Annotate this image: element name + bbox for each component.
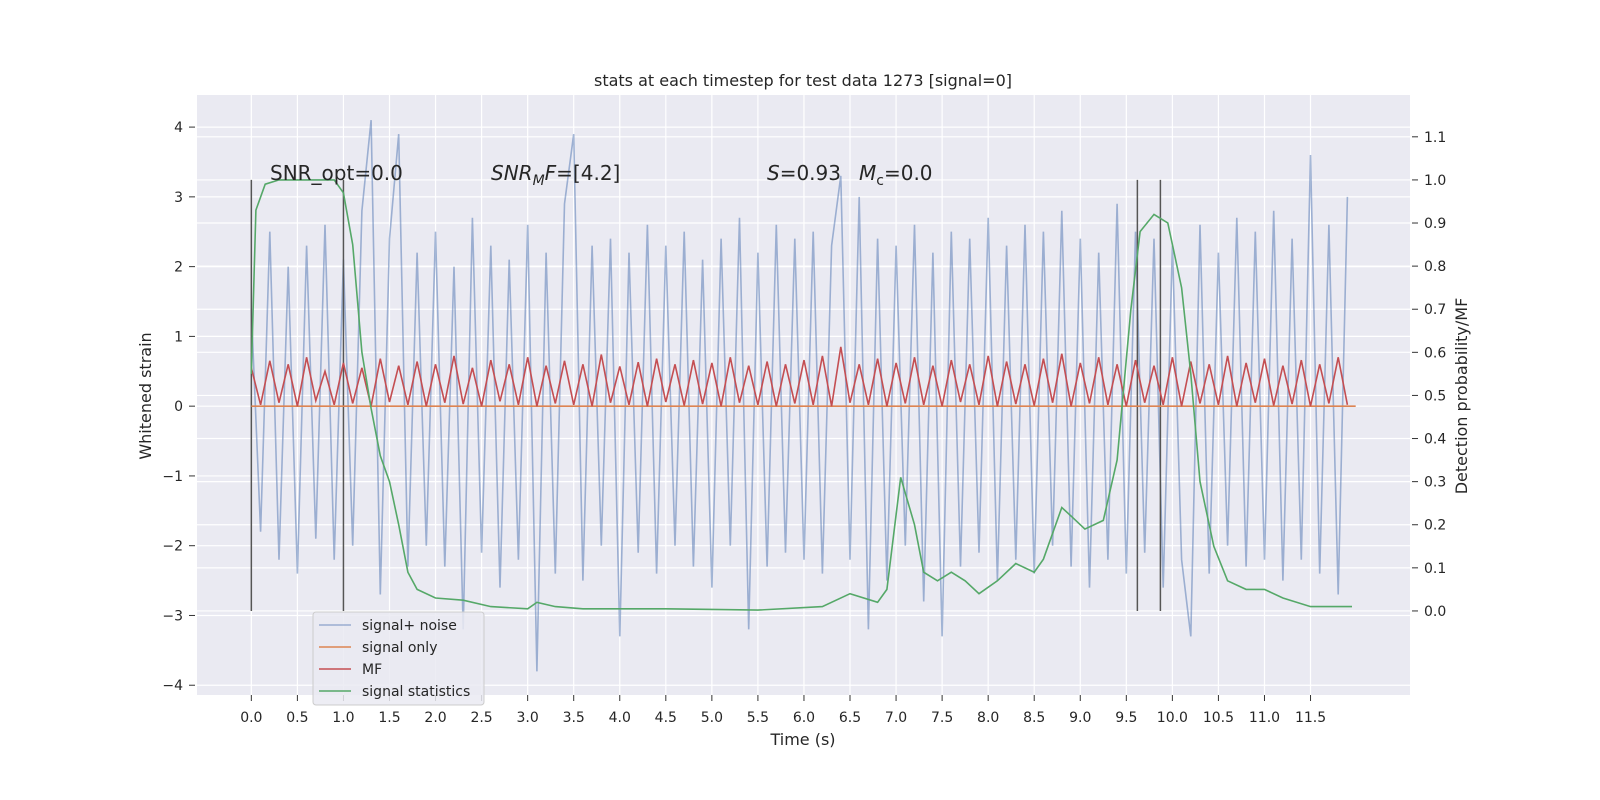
- annotation-part: F: [545, 161, 557, 185]
- legend-label: signal+ noise: [362, 618, 457, 634]
- y2-tick-label: 0.0: [1424, 604, 1446, 620]
- y-axis-label: Whitened strain: [136, 332, 155, 459]
- series-line: [250, 120, 1349, 672]
- x-tick-label: 3.5: [563, 710, 585, 726]
- legend-label: signal only: [362, 640, 437, 656]
- series-line: [250, 346, 1349, 407]
- annotation-part: SNR: [491, 161, 533, 185]
- legend-box: [312, 611, 485, 706]
- labels: 0.0 0.5 1.0 1.5 2.0 2.5 3.0 3.5 4.0 4.5 5.0 5.5 6.0 6…: [162, 120, 1446, 726]
- annotation-part: M: [533, 173, 545, 189]
- x-tick-label: 2.5: [470, 710, 492, 726]
- x-tick-label: 5.0: [701, 710, 723, 726]
- y2-tick-label: 0.1: [1424, 561, 1446, 577]
- x-tick-label: 3.0: [517, 710, 539, 726]
- y2-tick-label: 1.1: [1424, 130, 1446, 146]
- y-tick-label: −4: [162, 678, 183, 694]
- legend: signal+ noise signal only MF signal statist…: [312, 611, 485, 706]
- y2-tick-label: 0.3: [1424, 475, 1446, 491]
- x-tick-label: 7.5: [931, 710, 953, 726]
- x-tick-label: 11.0: [1249, 710, 1280, 726]
- x-axis-label: Time (s): [769, 730, 835, 749]
- x-tick-label: 0.0: [240, 710, 262, 726]
- y-tick-label: 3: [174, 190, 183, 206]
- y2-tick-label: 1.0: [1424, 173, 1446, 189]
- y2-tick-label: 0.9: [1424, 216, 1446, 232]
- annotation-part: S: [767, 161, 780, 185]
- y2-tick-label: 0.4: [1424, 432, 1446, 448]
- annotation-part: SNR_opt=0.0: [270, 161, 403, 185]
- x-tick-label: 6.0: [793, 710, 815, 726]
- legend-label: signal statistics: [362, 684, 470, 700]
- x-tick-label: 9.5: [1115, 710, 1137, 726]
- x-tick-label: 8.5: [1023, 710, 1045, 726]
- annotation: SNR_opt=0.0: [270, 161, 403, 185]
- annotation-part: =0.0: [884, 161, 933, 185]
- x-tick-label: 8.0: [977, 710, 999, 726]
- y-tick-label: 0: [174, 399, 183, 415]
- marks: [250, 120, 1356, 672]
- x-tick-label: 4.0: [609, 710, 631, 726]
- y2-tick-label: 0.2: [1424, 518, 1446, 534]
- y-tick-label: 2: [174, 260, 183, 276]
- annotation-part: =0.93: [780, 161, 841, 185]
- x-tick-label: 5.5: [747, 710, 769, 726]
- x-tick-label: 7.0: [885, 710, 907, 726]
- x-tick-label: 10.0: [1157, 710, 1188, 726]
- y2-tick-label: 0.5: [1424, 388, 1446, 404]
- x-tick-label: 4.5: [655, 710, 677, 726]
- series-line: [250, 179, 1352, 611]
- y2-axis-label: Detection probability/MF: [1452, 298, 1471, 495]
- x-tick-label: 11.5: [1295, 710, 1326, 726]
- annotation-part: M: [859, 161, 876, 185]
- y-tick-label: 1: [174, 329, 183, 345]
- annotation-part: c: [876, 173, 884, 189]
- legend-label: MF: [362, 662, 382, 678]
- y2-tick-label: 0.6: [1424, 345, 1446, 361]
- x-tick-label: 9.0: [1069, 710, 1091, 726]
- y-tick-label: −1: [162, 469, 183, 485]
- annotation: Mc=0.0: [859, 161, 933, 189]
- annotation: SNRMF=[4.2]: [491, 161, 620, 189]
- annotation-part: =[4.2]: [556, 161, 620, 185]
- y-tick-label: −3: [162, 608, 183, 624]
- y-tick-label: 4: [174, 120, 183, 136]
- x-tick-label: 0.5: [286, 710, 308, 726]
- x-tick-label: 1.0: [332, 710, 354, 726]
- y2-tick-label: 0.7: [1424, 302, 1446, 318]
- x-tick-label: 1.5: [378, 710, 400, 726]
- y2-tick-label: 0.8: [1424, 259, 1446, 275]
- chart-title: stats at each timestep for test data 127…: [594, 71, 1012, 90]
- y-tick-label: −2: [162, 539, 183, 555]
- x-tick-label: 2.0: [424, 710, 446, 726]
- annotation: S=0.93: [767, 161, 841, 185]
- x-tick-label: 10.5: [1203, 710, 1234, 726]
- x-tick-label: 6.5: [839, 710, 861, 726]
